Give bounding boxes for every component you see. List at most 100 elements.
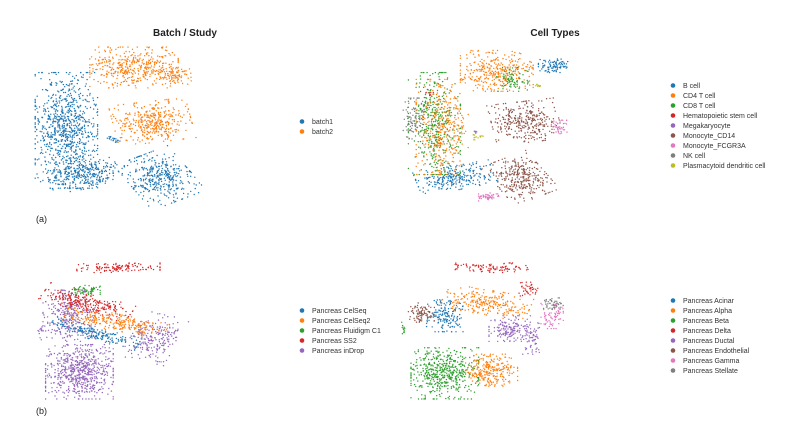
scatter-point xyxy=(81,166,84,169)
scatter-point xyxy=(450,165,452,168)
legend-label: Monocyte_FCGR3A xyxy=(683,143,746,150)
scatter-point xyxy=(512,78,514,81)
scatter-point xyxy=(81,179,84,181)
scatter-point xyxy=(84,182,86,184)
scatter-point xyxy=(67,151,70,153)
scatter-point xyxy=(184,165,186,167)
scatter-point xyxy=(550,125,552,127)
scatter-point xyxy=(167,169,169,171)
scatter-point xyxy=(175,179,177,182)
scatter-point xyxy=(64,187,66,189)
scatter-point xyxy=(152,175,154,178)
scatter-point xyxy=(425,82,428,84)
scatter-point xyxy=(159,199,161,202)
scatter-point xyxy=(434,173,436,176)
scatter-point xyxy=(167,100,169,102)
scatter-point xyxy=(526,121,529,123)
scatter-point xyxy=(415,165,417,168)
scatter-point xyxy=(429,132,431,134)
scatter-point xyxy=(429,89,432,91)
scatter-point xyxy=(100,175,103,178)
scatter-point xyxy=(526,123,528,125)
scatter-point xyxy=(160,180,163,183)
scatter-point xyxy=(538,186,540,189)
scatter-point xyxy=(169,116,171,118)
scatter-point xyxy=(516,189,518,191)
scatter-point xyxy=(110,115,112,117)
scatter-point xyxy=(50,132,53,134)
scatter-point xyxy=(457,124,460,127)
scatter-point xyxy=(558,63,560,65)
scatter-point xyxy=(461,133,463,135)
scatter-point xyxy=(175,98,178,100)
scatter-point xyxy=(135,171,137,173)
scatter-point xyxy=(126,71,128,74)
scatter-point xyxy=(140,191,142,194)
scatter-point xyxy=(426,71,428,74)
scatter-point xyxy=(519,124,521,126)
scatter-point xyxy=(56,152,58,155)
scatter-point xyxy=(470,49,472,52)
scatter-point xyxy=(449,102,452,104)
scatter-point xyxy=(441,95,443,98)
scatter-point xyxy=(438,127,441,129)
scatter-point xyxy=(503,69,506,71)
scatter-point xyxy=(119,137,122,139)
scatter-point xyxy=(526,89,528,91)
scatter-cluster-5 xyxy=(459,49,534,93)
scatter-point xyxy=(58,100,60,102)
scatter-point xyxy=(504,162,507,164)
scatter-point xyxy=(424,163,426,165)
scatter-point xyxy=(459,107,462,109)
scatter-point xyxy=(132,139,134,141)
scatter-point xyxy=(458,110,460,112)
scatter-point xyxy=(157,119,159,121)
scatter-point xyxy=(158,111,160,114)
scatter-point xyxy=(176,168,178,170)
scatter-point xyxy=(149,197,151,199)
scatter-point xyxy=(43,139,46,141)
scatter-point xyxy=(95,186,98,188)
scatter-point xyxy=(85,150,88,152)
scatter-point xyxy=(134,186,136,188)
scatter-point xyxy=(92,70,94,72)
scatter-point xyxy=(54,120,56,123)
scatter-point xyxy=(521,101,523,103)
scatter-point xyxy=(135,87,137,89)
scatter-point xyxy=(525,149,527,152)
scatter-point xyxy=(431,141,433,143)
scatter-point xyxy=(519,73,521,75)
scatter-point xyxy=(550,67,553,69)
scatter-cluster-14 xyxy=(425,91,434,97)
scatter-point xyxy=(76,357,79,359)
scatter-point xyxy=(451,137,453,139)
scatter-point xyxy=(77,355,79,358)
scatter-point xyxy=(473,80,475,82)
scatter-point xyxy=(175,164,177,166)
scatter-point xyxy=(61,127,63,129)
scatter-point xyxy=(113,137,115,140)
scatter-point xyxy=(97,183,99,185)
scatter-point xyxy=(545,176,547,179)
scatter-point xyxy=(563,129,566,131)
scatter-point xyxy=(497,56,499,59)
scatter-point xyxy=(73,107,76,110)
scatter-point xyxy=(51,135,53,137)
scatter-point xyxy=(508,81,510,84)
scatter-point xyxy=(527,106,529,108)
scatter-point xyxy=(132,73,134,75)
scatter-point xyxy=(176,77,178,79)
scatter-point xyxy=(519,115,521,117)
scatter-point xyxy=(134,85,137,87)
scatter-point xyxy=(60,365,63,368)
scatter-point xyxy=(515,77,518,80)
scatter-point xyxy=(538,131,541,133)
scatter-point xyxy=(516,83,518,86)
scatter-point xyxy=(430,95,433,97)
scatter-point xyxy=(131,127,133,130)
scatter-point xyxy=(419,75,421,77)
scatter-point xyxy=(432,148,435,150)
scatter-point xyxy=(405,126,407,128)
scatter-point xyxy=(120,81,123,84)
scatter-point xyxy=(501,158,503,160)
